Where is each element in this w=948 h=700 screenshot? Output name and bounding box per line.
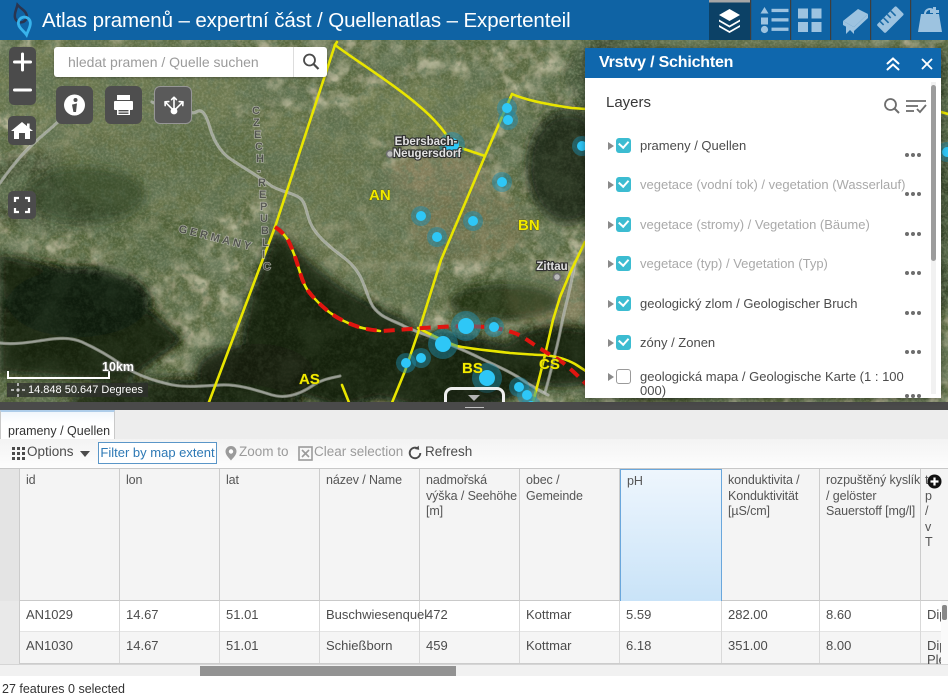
svg-text:Neugersdorf: Neugersdorf: [393, 148, 462, 160]
svg-text:Ebersbach-: Ebersbach-: [395, 136, 458, 148]
svg-text:BS: BS: [462, 360, 483, 377]
svg-text:AN: AN: [369, 187, 391, 204]
svg-text:CS: CS: [539, 356, 560, 373]
svg-text:Zittau: Zittau: [536, 261, 567, 273]
svg-text:AS: AS: [299, 371, 320, 388]
svg-text:BN: BN: [518, 217, 540, 234]
